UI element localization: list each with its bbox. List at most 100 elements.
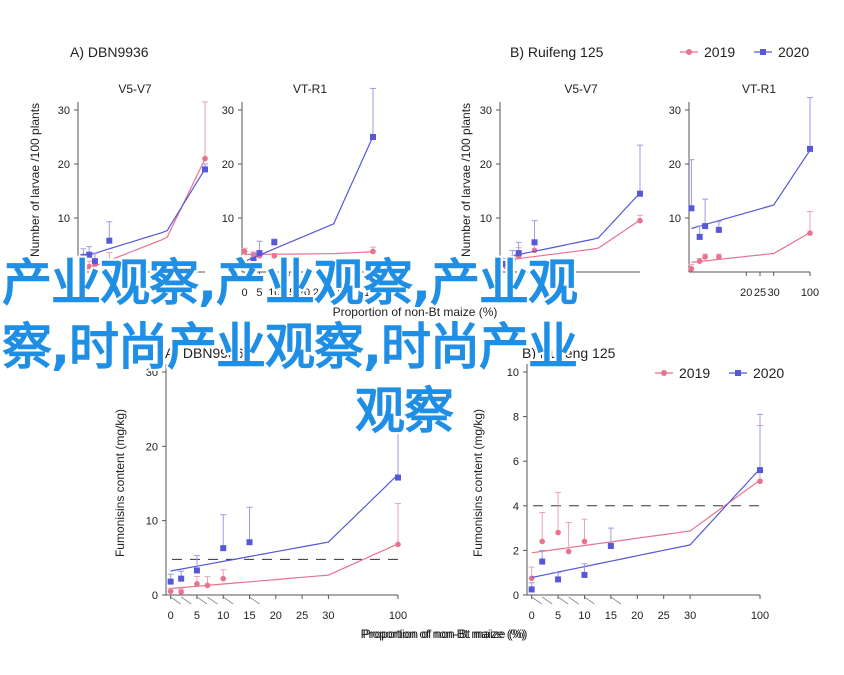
- series-2020: [502, 144, 643, 267]
- x-tick-label: 30: [328, 287, 340, 299]
- series-2020: [167, 413, 401, 585]
- x-tick-label: 20: [740, 287, 752, 299]
- y-axis-label: Fumonisins content (mg/kg): [113, 409, 127, 557]
- point-2020: [256, 250, 263, 257]
- x-leader-tick: [222, 596, 234, 605]
- x-tick-label: 0: [168, 610, 174, 622]
- y-tick-label: 10: [480, 213, 492, 225]
- x-tick-label: 20: [270, 610, 282, 622]
- x-tick-label: 15: [283, 287, 295, 299]
- point-2019: [370, 248, 376, 255]
- point-2019: [167, 588, 174, 595]
- x-leader-tick: [584, 596, 595, 605]
- x-tick-label: 25: [296, 610, 308, 622]
- x-axis-label: Proportion of non-Bt maize (%): [361, 627, 526, 641]
- point-2020: [106, 237, 113, 244]
- panel-title: B) Ruifeng 125: [510, 44, 604, 60]
- fit-line-2020: [531, 468, 761, 579]
- x-tick-label: 100: [389, 610, 407, 622]
- x-leader-tick: [557, 596, 569, 605]
- y-tick-label: 10: [58, 213, 70, 225]
- x-tick-label: 20: [298, 287, 310, 299]
- x-leader-tick: [568, 596, 579, 605]
- y-tick-label: 0: [152, 590, 158, 602]
- point-2019: [202, 155, 208, 162]
- y-tick-label: 10: [669, 213, 681, 225]
- legend-marker-2019: [686, 49, 692, 55]
- legend-label-2019: 2019: [679, 365, 710, 381]
- y-tick-label: 10: [507, 367, 519, 379]
- point-2020: [607, 542, 614, 549]
- point-2020: [502, 260, 509, 267]
- point-2019: [194, 581, 200, 587]
- series-2019: [528, 425, 763, 582]
- point-2019: [565, 548, 572, 555]
- panel-title: A) DBN9936: [70, 44, 149, 60]
- y-tick-label: 10: [222, 213, 234, 225]
- fit-line-2020: [170, 474, 399, 572]
- point-2020: [167, 578, 174, 585]
- legend-marker-2020: [735, 370, 741, 376]
- y-tick-label: 30: [222, 105, 234, 117]
- y-tick-label: 4: [513, 501, 519, 513]
- x-tick-label: 10: [217, 610, 229, 622]
- y-tick-label: 30: [480, 105, 492, 117]
- fit-line-2019: [170, 543, 399, 590]
- point-2020: [509, 255, 516, 262]
- point-2019: [539, 538, 546, 545]
- point-2019: [702, 254, 708, 260]
- point-2020: [80, 253, 87, 260]
- point-2019: [716, 254, 722, 260]
- x-tick-label: 100: [751, 610, 769, 622]
- legend: 2019 2020: [655, 365, 784, 381]
- point-2020: [702, 223, 709, 230]
- point-2020: [370, 134, 376, 140]
- x-tick-label: 30: [768, 287, 780, 299]
- y-tick-label: 2: [513, 545, 519, 557]
- panel-title: A) DBN9936: [165, 345, 244, 361]
- x-tick-label: 15: [243, 610, 255, 622]
- y-tick-label: 10: [146, 516, 158, 528]
- chart-top-b-v5: B) Ruifeng 125 V5-V7 10 20 30 Number of larva…: [459, 44, 643, 273]
- point-2019: [241, 248, 248, 255]
- point-2019: [757, 478, 763, 485]
- x-tick-label: 100: [364, 287, 382, 299]
- y-tick-label: 20: [480, 159, 492, 171]
- point-2019: [637, 217, 643, 224]
- x-leader-tick: [249, 596, 260, 605]
- point-2019: [555, 529, 561, 536]
- legend-label-2020: 2020: [778, 44, 809, 60]
- y-tick-label: 8: [513, 412, 519, 424]
- point-2020: [271, 239, 278, 246]
- x-leader-tick: [207, 596, 218, 605]
- point-2020: [241, 263, 248, 270]
- point-2019: [220, 575, 227, 582]
- x-tick-label: 30: [684, 610, 696, 622]
- panel-subtitle: VT-R1: [293, 82, 327, 96]
- point-2019: [80, 268, 87, 274]
- x-leader-tick: [170, 596, 181, 605]
- fit-line-2019: [531, 479, 761, 554]
- y-tick-label: 20: [58, 159, 70, 171]
- point-2020: [86, 251, 93, 258]
- point-2020: [637, 190, 643, 197]
- point-2020: [220, 545, 227, 552]
- series-2019: [502, 214, 643, 270]
- series-2020: [80, 163, 208, 265]
- point-2020: [395, 474, 401, 481]
- point-2020: [688, 205, 695, 212]
- x-tick-label: 0: [529, 610, 535, 622]
- y-tick-label: 30: [669, 105, 681, 117]
- point-2020: [555, 576, 562, 583]
- point-2020: [715, 226, 722, 233]
- chart-top-a-v5: A) DBN9936 V5-V7 10 20 30 Number of larvae /1…: [28, 44, 208, 274]
- x-leader-tick: [541, 596, 553, 605]
- x-leader-tick: [610, 596, 622, 605]
- fit-line-2020: [244, 136, 374, 262]
- point-2020: [581, 571, 588, 578]
- series-2020: [688, 97, 813, 240]
- point-2020: [539, 558, 546, 565]
- point-2020: [193, 567, 200, 574]
- point-2019: [178, 589, 184, 595]
